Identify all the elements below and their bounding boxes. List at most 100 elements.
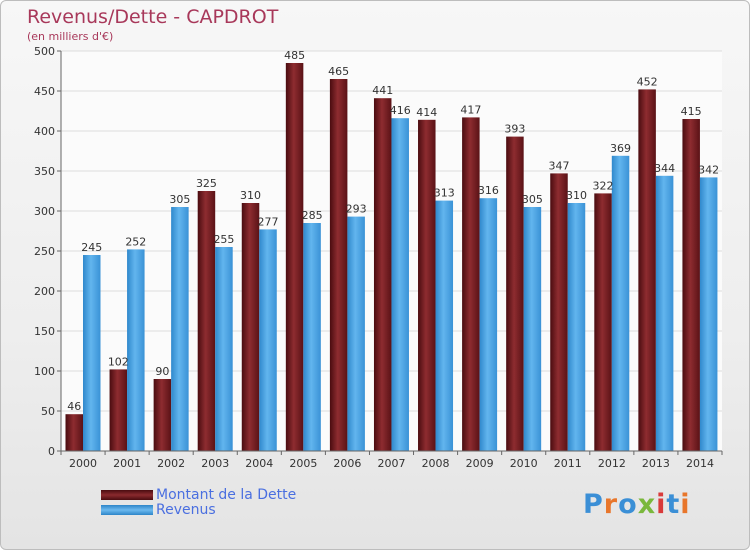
bar-revenus [391, 118, 409, 451]
data-label-revenus: 252 [125, 235, 146, 248]
bar-revenus [479, 198, 498, 451]
bar-dette [682, 119, 700, 451]
y-tick-label: 450 [34, 85, 55, 98]
data-label-dette: 325 [196, 177, 217, 190]
x-tick-label: 2005 [289, 457, 317, 470]
data-label-revenus: 416 [390, 104, 411, 117]
chart-subtitle: (en milliers d'€) [27, 30, 114, 43]
data-label-revenus: 305 [522, 193, 543, 206]
data-label-revenus: 305 [169, 193, 190, 206]
bar-revenus [611, 155, 630, 452]
data-label-revenus: 310 [566, 189, 587, 202]
y-tick-label: 400 [34, 125, 55, 138]
chart-title: Revenus/Dette - CAPDROT [27, 6, 279, 28]
data-label-dette: 393 [504, 123, 525, 136]
bar-dette [241, 203, 260, 451]
x-tick-label: 2000 [69, 457, 97, 470]
x-tick-label: 2014 [686, 457, 714, 470]
data-label-dette: 414 [416, 106, 437, 119]
x-tick-label: 2004 [245, 457, 273, 470]
bar-dette [418, 119, 436, 452]
logo-letter: P [583, 489, 604, 520]
bar-revenus [655, 175, 674, 452]
y-tick-label: 350 [34, 165, 55, 178]
axes: 0 50 100 150 200 250 300 350 400 450 500 2000 2001 20… [34, 45, 723, 470]
bar-dette [197, 191, 216, 451]
logo-letter: r [603, 489, 619, 520]
x-tick-label: 2008 [422, 457, 450, 470]
data-labels: 46 245 102 252 90 305 325 255 310 277 485 285 465 293… [67, 49, 719, 413]
bar-dette [373, 98, 392, 451]
x-tick-label: 2013 [642, 457, 670, 470]
data-label-dette: 417 [460, 103, 481, 116]
logo-letter: i [680, 489, 691, 520]
bar-revenus [83, 255, 101, 451]
logo-letter: x [637, 489, 657, 520]
data-label-revenus: 277 [258, 215, 279, 228]
data-label-dette: 102 [108, 355, 129, 368]
bar-dette [285, 63, 304, 451]
data-label-revenus: 342 [698, 163, 719, 176]
bar-revenus [259, 229, 277, 451]
bar-revenus [523, 207, 542, 451]
legend-swatch-revenus [101, 505, 153, 515]
bar-revenus [171, 207, 189, 451]
bar-revenus [127, 249, 145, 451]
data-label-revenus: 285 [302, 209, 323, 222]
x-tick-label: 2012 [598, 457, 626, 470]
bar-dette [594, 193, 612, 451]
proxiti-logo: Proxiti [583, 489, 691, 520]
x-tick-label: 2002 [157, 457, 185, 470]
bar-dette [550, 173, 568, 451]
data-label-dette: 322 [593, 179, 614, 192]
data-label-dette: 465 [328, 65, 349, 78]
bar-revenus [567, 203, 586, 451]
bar-revenus [435, 200, 454, 451]
data-label-dette: 46 [67, 400, 81, 413]
data-label-dette: 415 [681, 105, 702, 118]
bar-revenus [303, 223, 321, 451]
data-label-revenus: 369 [610, 142, 631, 155]
legend-label-dette: Montant de la Dette [156, 487, 297, 503]
y-tick-label: 150 [34, 325, 55, 338]
bar-dette [109, 369, 128, 451]
data-label-revenus: 245 [81, 241, 102, 254]
y-tick-label: 300 [34, 205, 55, 218]
bar-dette [65, 414, 83, 451]
y-tick-label: 100 [34, 365, 55, 378]
data-label-revenus: 313 [434, 187, 455, 200]
data-label-dette: 452 [637, 75, 658, 88]
x-tick-label: 2001 [113, 457, 141, 470]
y-tick-label: 500 [34, 45, 55, 58]
bar-dette [153, 379, 172, 451]
bar-dette [329, 79, 348, 451]
x-tick-label: 2011 [554, 457, 582, 470]
x-tick-label: 2007 [378, 457, 406, 470]
bar-revenus [347, 216, 365, 451]
data-label-dette: 347 [548, 159, 569, 172]
bars [65, 63, 718, 452]
data-label-dette: 310 [240, 189, 261, 202]
data-label-revenus: 293 [346, 203, 367, 216]
logo-letter: i [656, 489, 667, 520]
x-tick-label: 2003 [201, 457, 229, 470]
x-tick-label: 2009 [466, 457, 494, 470]
data-label-revenus: 344 [654, 162, 675, 175]
bar-dette [462, 117, 480, 452]
data-label-dette: 485 [284, 49, 305, 62]
y-tick-label: 250 [34, 245, 55, 258]
x-tick-label: 2010 [510, 457, 538, 470]
bar-revenus [215, 247, 233, 451]
x-tick-label: 2006 [333, 457, 361, 470]
y-tick-label: 50 [41, 405, 55, 418]
bar-revenus [699, 177, 718, 451]
legend-swatch-dette [101, 490, 153, 500]
legend-label-revenus: Revenus [156, 502, 216, 518]
bar-dette [506, 136, 524, 451]
y-tick-label: 200 [34, 285, 55, 298]
data-label-revenus: 316 [478, 184, 499, 197]
data-label-dette: 441 [372, 84, 393, 97]
y-tick-label: 0 [48, 445, 55, 458]
